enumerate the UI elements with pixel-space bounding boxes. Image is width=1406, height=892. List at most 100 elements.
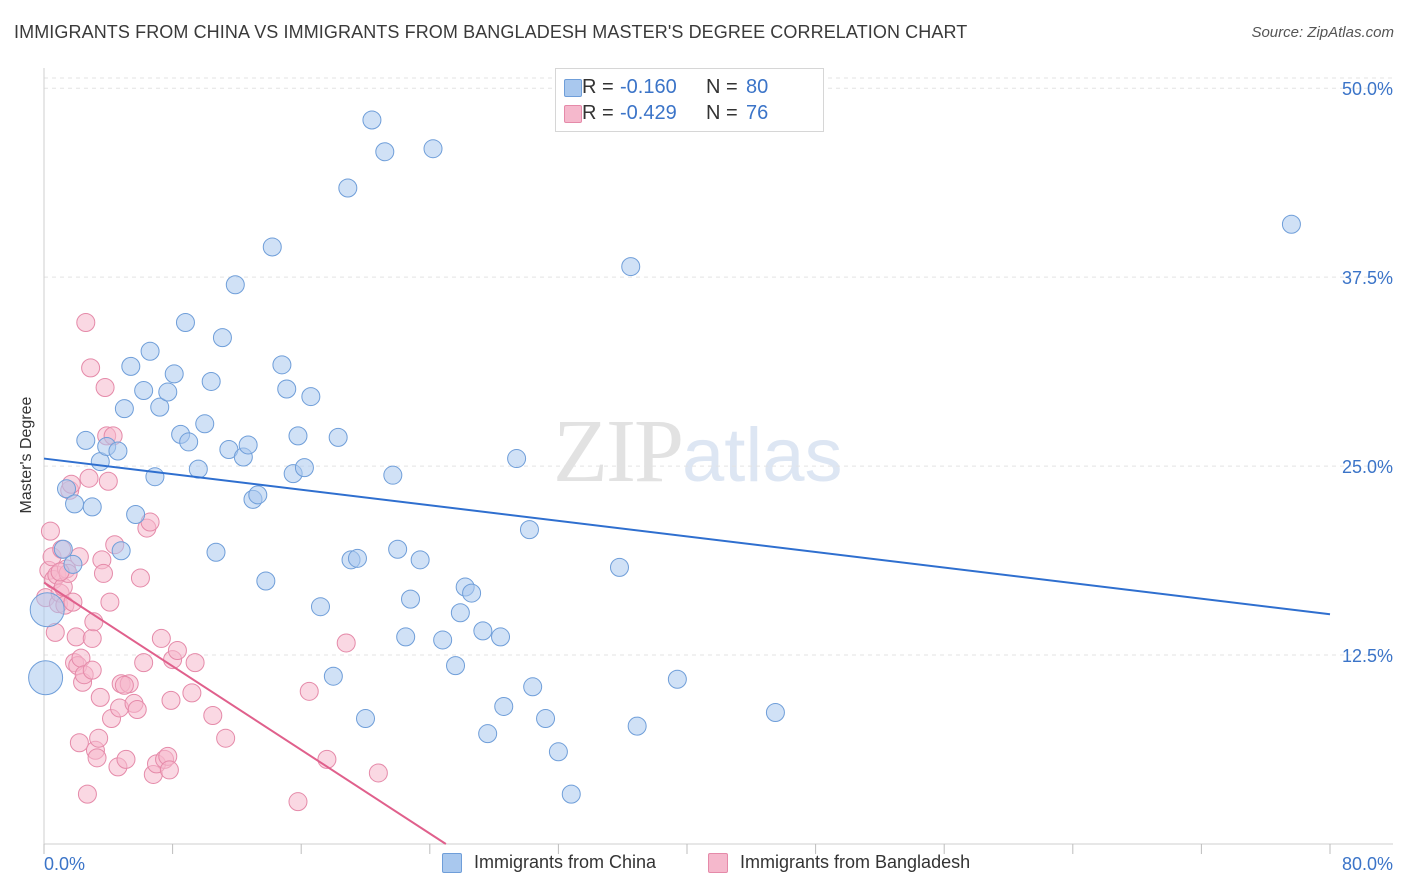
data-point-china	[446, 656, 466, 676]
data-point-china	[473, 621, 493, 641]
data-point-china	[288, 426, 308, 446]
data-point-china	[126, 504, 146, 524]
data-point-china	[383, 465, 403, 485]
axes	[43, 68, 1393, 845]
legend-n-value: 80	[746, 75, 769, 98]
data-point-bangladesh	[66, 627, 86, 647]
data-point-bangladesh	[77, 784, 97, 804]
chart-title: IMMIGRANTS FROM CHINA VS IMMIGRANTS FROM…	[14, 22, 968, 42]
data-point-china	[238, 435, 258, 455]
data-point-china	[1281, 214, 1301, 234]
data-point-china	[667, 669, 687, 689]
data-point-china	[114, 399, 134, 419]
data-point-bangladesh	[134, 653, 154, 673]
data-point-bangladesh	[93, 563, 113, 583]
legend-item-bangladesh[interactable]: Immigrants from Bangladesh	[708, 852, 970, 873]
data-point-china	[63, 554, 83, 574]
data-point-bangladesh	[95, 378, 115, 398]
legend-n-value: 76	[746, 101, 769, 124]
legend-stats: R = -0.160 N = 80 R = -0.429 N = 76	[555, 68, 824, 132]
data-point-china	[212, 328, 232, 348]
data-point-china	[53, 539, 73, 559]
watermark-atlas: atlas	[682, 413, 843, 498]
data-point-china	[621, 257, 641, 277]
data-point-bangladesh	[216, 728, 236, 748]
data-point-china	[494, 696, 514, 716]
legend-r-label: R =	[582, 101, 614, 124]
data-point-china	[401, 589, 421, 609]
series-china-points	[28, 108, 1301, 804]
data-point-bangladesh	[203, 706, 223, 726]
data-point-china	[29, 592, 65, 628]
legend-swatch-china	[564, 79, 582, 97]
x-tick-label-max: 80.0%	[1342, 854, 1393, 874]
legend-swatch-bangladesh	[564, 105, 582, 123]
data-point-china	[356, 709, 375, 729]
data-point-bangladesh	[79, 468, 99, 488]
data-point-china	[388, 539, 408, 559]
data-point-china	[294, 458, 314, 478]
data-point-china	[225, 275, 245, 295]
data-point-china	[150, 397, 170, 417]
data-point-china	[158, 382, 178, 402]
data-point-bangladesh	[69, 733, 89, 753]
data-point-china	[108, 441, 128, 461]
y-axis-title: Master's Degree	[18, 396, 35, 514]
data-point-china	[536, 709, 556, 729]
data-point-china	[121, 356, 141, 376]
data-point-china	[561, 784, 581, 804]
data-point-bangladesh	[82, 628, 102, 648]
data-point-china	[134, 381, 154, 401]
data-point-bangladesh	[151, 628, 171, 648]
legend-item-china[interactable]: Immigrants from China	[442, 852, 656, 873]
data-point-china	[82, 497, 102, 517]
watermark-zip: ZIP	[553, 402, 684, 501]
legend-stats-row-china: R = -0.160 N = 80	[564, 73, 769, 101]
data-point-china	[450, 603, 470, 623]
data-point-china	[627, 716, 647, 736]
data-point-bangladesh	[40, 521, 60, 541]
data-point-china	[523, 677, 543, 697]
data-point-china	[179, 432, 199, 452]
data-point-bangladesh	[288, 792, 308, 812]
data-point-china	[57, 479, 77, 499]
legend-r-value: -0.160	[620, 75, 677, 98]
legend-stats-row-bangladesh: R = -0.429 N = 76	[564, 99, 769, 127]
legend-swatch-bangladesh	[708, 852, 728, 873]
data-point-china	[175, 313, 195, 333]
data-point-china	[478, 724, 498, 744]
legend-r-value: -0.429	[620, 101, 677, 124]
data-point-china	[362, 110, 382, 130]
legend-swatch-china	[442, 852, 462, 873]
legend-label-china: Immigrants from China	[474, 852, 657, 872]
data-point-bangladesh	[185, 653, 205, 673]
data-point-bangladesh	[299, 681, 319, 701]
data-point-china	[396, 627, 416, 647]
data-point-bangladesh	[87, 748, 107, 768]
data-point-china	[201, 371, 221, 391]
data-point-china	[765, 702, 785, 722]
data-point-china	[507, 449, 527, 469]
data-point-china	[347, 548, 367, 568]
data-point-china	[410, 550, 430, 570]
data-point-china	[206, 542, 226, 562]
y-tick-label: 50.0%	[1342, 79, 1393, 99]
data-point-china	[76, 430, 96, 450]
x-ticks	[43, 844, 1331, 854]
data-point-china	[28, 660, 64, 696]
data-point-bangladesh	[336, 633, 356, 653]
data-point-bangladesh	[76, 313, 96, 333]
watermark: ZIPatlas	[553, 400, 843, 503]
data-point-china	[164, 364, 184, 384]
data-point-china	[328, 427, 348, 447]
data-point-china	[548, 742, 568, 762]
data-point-china	[301, 387, 321, 407]
data-point-china	[423, 139, 443, 159]
data-point-china	[262, 237, 282, 257]
y-tick-label: 37.5%	[1342, 268, 1393, 288]
legend-r-label: R =	[582, 75, 614, 98]
chart-source: Source: ZipAtlas.com	[1251, 24, 1394, 41]
trend-lines	[43, 457, 1331, 845]
data-point-china	[433, 630, 453, 650]
